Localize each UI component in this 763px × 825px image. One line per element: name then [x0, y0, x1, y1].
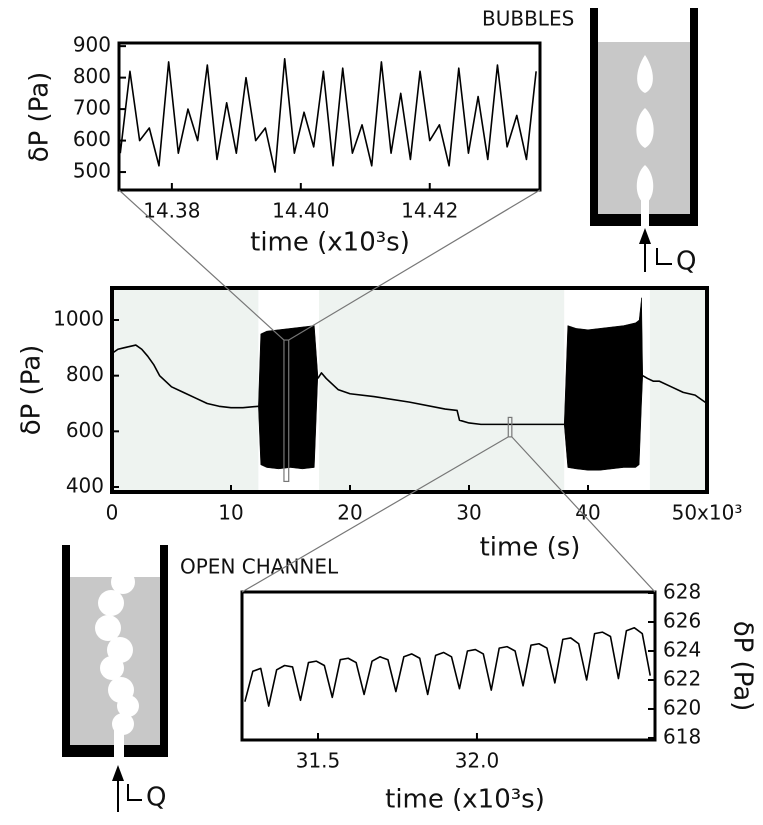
bubble — [637, 55, 653, 93]
wall — [62, 545, 70, 757]
y-tick-label: 1000 — [53, 307, 104, 331]
air-channel — [95, 570, 139, 757]
flow-label: Q — [146, 783, 166, 813]
arrow-head — [639, 228, 651, 244]
diagram-label: OPEN CHANNEL — [180, 555, 339, 579]
y-tick-label: 400 — [66, 473, 104, 497]
wall — [690, 8, 698, 226]
y-tick-label: 600 — [73, 127, 111, 151]
x-tick-label: 14.42 — [401, 199, 458, 223]
zoom-connector — [288, 189, 541, 341]
x-tick-label: 50x10³ — [672, 501, 743, 525]
inlet — [641, 196, 649, 226]
y-tick-label: 800 — [66, 362, 104, 386]
flow-label: Q — [676, 247, 696, 277]
y-tick-label: 600 — [66, 418, 104, 442]
zoom-connector — [241, 436, 509, 593]
y-tick-label: 628 — [663, 580, 701, 604]
y-tick-label: 622 — [663, 666, 701, 690]
zoom-connector — [511, 436, 656, 593]
wall — [160, 545, 168, 757]
shaded-region — [319, 288, 565, 492]
wall — [590, 8, 598, 226]
data-line — [244, 627, 652, 707]
flow-mark — [656, 248, 672, 265]
x-tick-label: 10 — [218, 501, 243, 525]
y-tick-label: 618 — [663, 724, 701, 748]
x-tick-label: 32.0 — [455, 749, 500, 773]
flow-mark — [127, 784, 142, 801]
bubble — [636, 165, 654, 204]
x-axis-label: time (x10³s) — [250, 228, 410, 258]
shaded-region — [112, 288, 259, 492]
data-line — [119, 57, 537, 173]
x-tick-label: 14.38 — [143, 199, 200, 223]
zoom-connector — [118, 189, 285, 341]
zoom-box — [283, 339, 290, 483]
y-axis-label: δP (Pa) — [728, 621, 758, 712]
y-tick-label: 624 — [663, 637, 701, 661]
y-tick-label: 620 — [663, 695, 701, 719]
open-channel-diagram: Q OPEN CHANNEL — [62, 545, 339, 813]
data-line — [111, 344, 708, 426]
bubbles-diagram: Q BUBBLES — [482, 7, 698, 277]
x-axis-label: time (x10³s) — [385, 785, 545, 815]
x-axis-label: time (s) — [480, 533, 581, 563]
x-tick-label: 0 — [106, 501, 119, 525]
x-tick-label: 20 — [337, 501, 362, 525]
y-axis-label: δP (Pa) — [17, 345, 47, 436]
zoom-box — [507, 416, 513, 438]
y-tick-label: 800 — [73, 64, 111, 88]
y-tick-label: 900 — [73, 33, 111, 57]
y-axis-label: δP (Pa) — [25, 72, 55, 163]
y-tick-label: 500 — [73, 159, 111, 183]
plot-frame — [117, 41, 542, 192]
y-tick-label: 700 — [73, 96, 111, 120]
arrow-head — [112, 765, 124, 781]
bubble — [636, 108, 654, 148]
x-tick-label: 14.40 — [272, 199, 329, 223]
x-tick-label: 31.5 — [296, 749, 341, 773]
x-tick-label: 30 — [456, 501, 481, 525]
diagram-label: BUBBLES — [482, 7, 574, 31]
y-tick-label: 626 — [663, 609, 701, 633]
oscillation-envelope — [563, 297, 643, 471]
plot-frame — [110, 286, 709, 494]
x-tick-label: 40 — [575, 501, 600, 525]
plot-frame — [240, 590, 657, 742]
